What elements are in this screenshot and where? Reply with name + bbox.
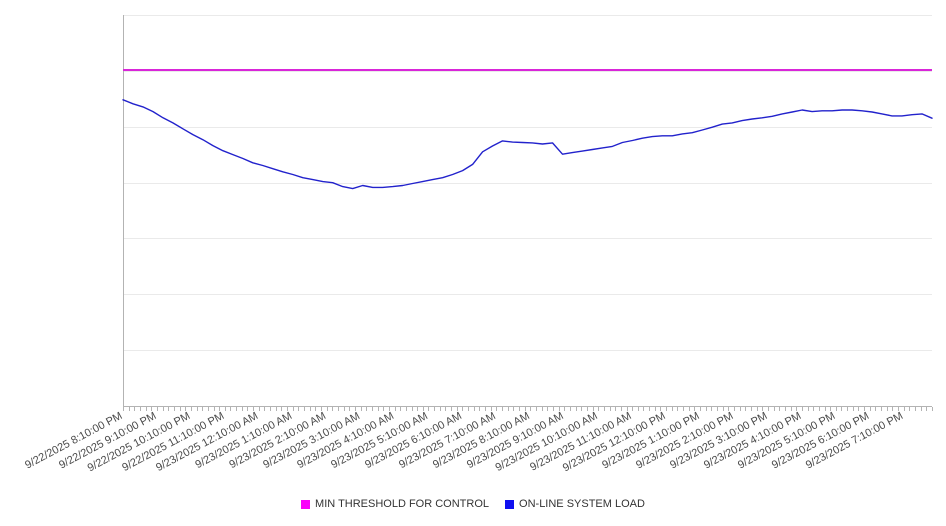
system-load-swatch: [505, 500, 515, 509]
system-load-label: ON-LINE SYSTEM LOAD: [519, 498, 645, 510]
min-threshold-label: MIN THRESHOLD FOR CONTROL: [315, 498, 490, 510]
legend-item-min-threshold[interactable]: MIN THRESHOLD FOR CONTROL: [301, 498, 489, 511]
legend-item-system-load[interactable]: ON-LINE SYSTEM LOAD: [505, 498, 645, 511]
min-threshold-swatch: [301, 500, 311, 509]
chart-legend: MIN THRESHOLD FOR CONTROL ON-LINE SYSTEM…: [0, 498, 946, 511]
